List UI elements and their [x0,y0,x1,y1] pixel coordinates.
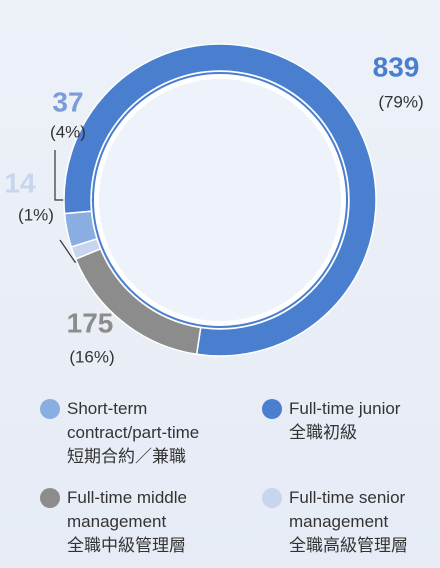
legend-label-zh: 全職中級管理層 [67,534,219,558]
legend-label: Full-time senior management [289,486,440,534]
inner-fill [99,79,341,321]
share-label: (4%) [50,122,86,141]
legend-label: Short-term contract/part-time [67,397,219,445]
legend-label-zh: 全職初級 [289,421,440,445]
share-label: (79%) [378,92,423,111]
legend-label: Full-time junior [289,397,440,421]
legend-swatch [40,399,60,419]
legend-swatch [262,488,282,508]
legend-label-zh: 短期合約／兼職 [67,445,219,469]
share-label: (16%) [69,347,114,366]
legend-label: Full-time middle management [67,486,219,534]
value-label: 839 [373,51,420,82]
legend-swatch [40,488,60,508]
value-label: 37 [52,86,83,117]
value-label: 14 [4,167,36,198]
legend-swatch [262,399,282,419]
chart: 37 (4%) 839 (79%) 175 (16%) 14 (1%) [0,0,440,390]
legend-label-zh: 全職高級管理層 [289,534,440,558]
value-label: 175 [67,307,114,338]
share-label: (1%) [18,205,54,224]
page: 37 (4%) 839 (79%) 175 (16%) 14 (1%) Short-term … [0,0,440,568]
